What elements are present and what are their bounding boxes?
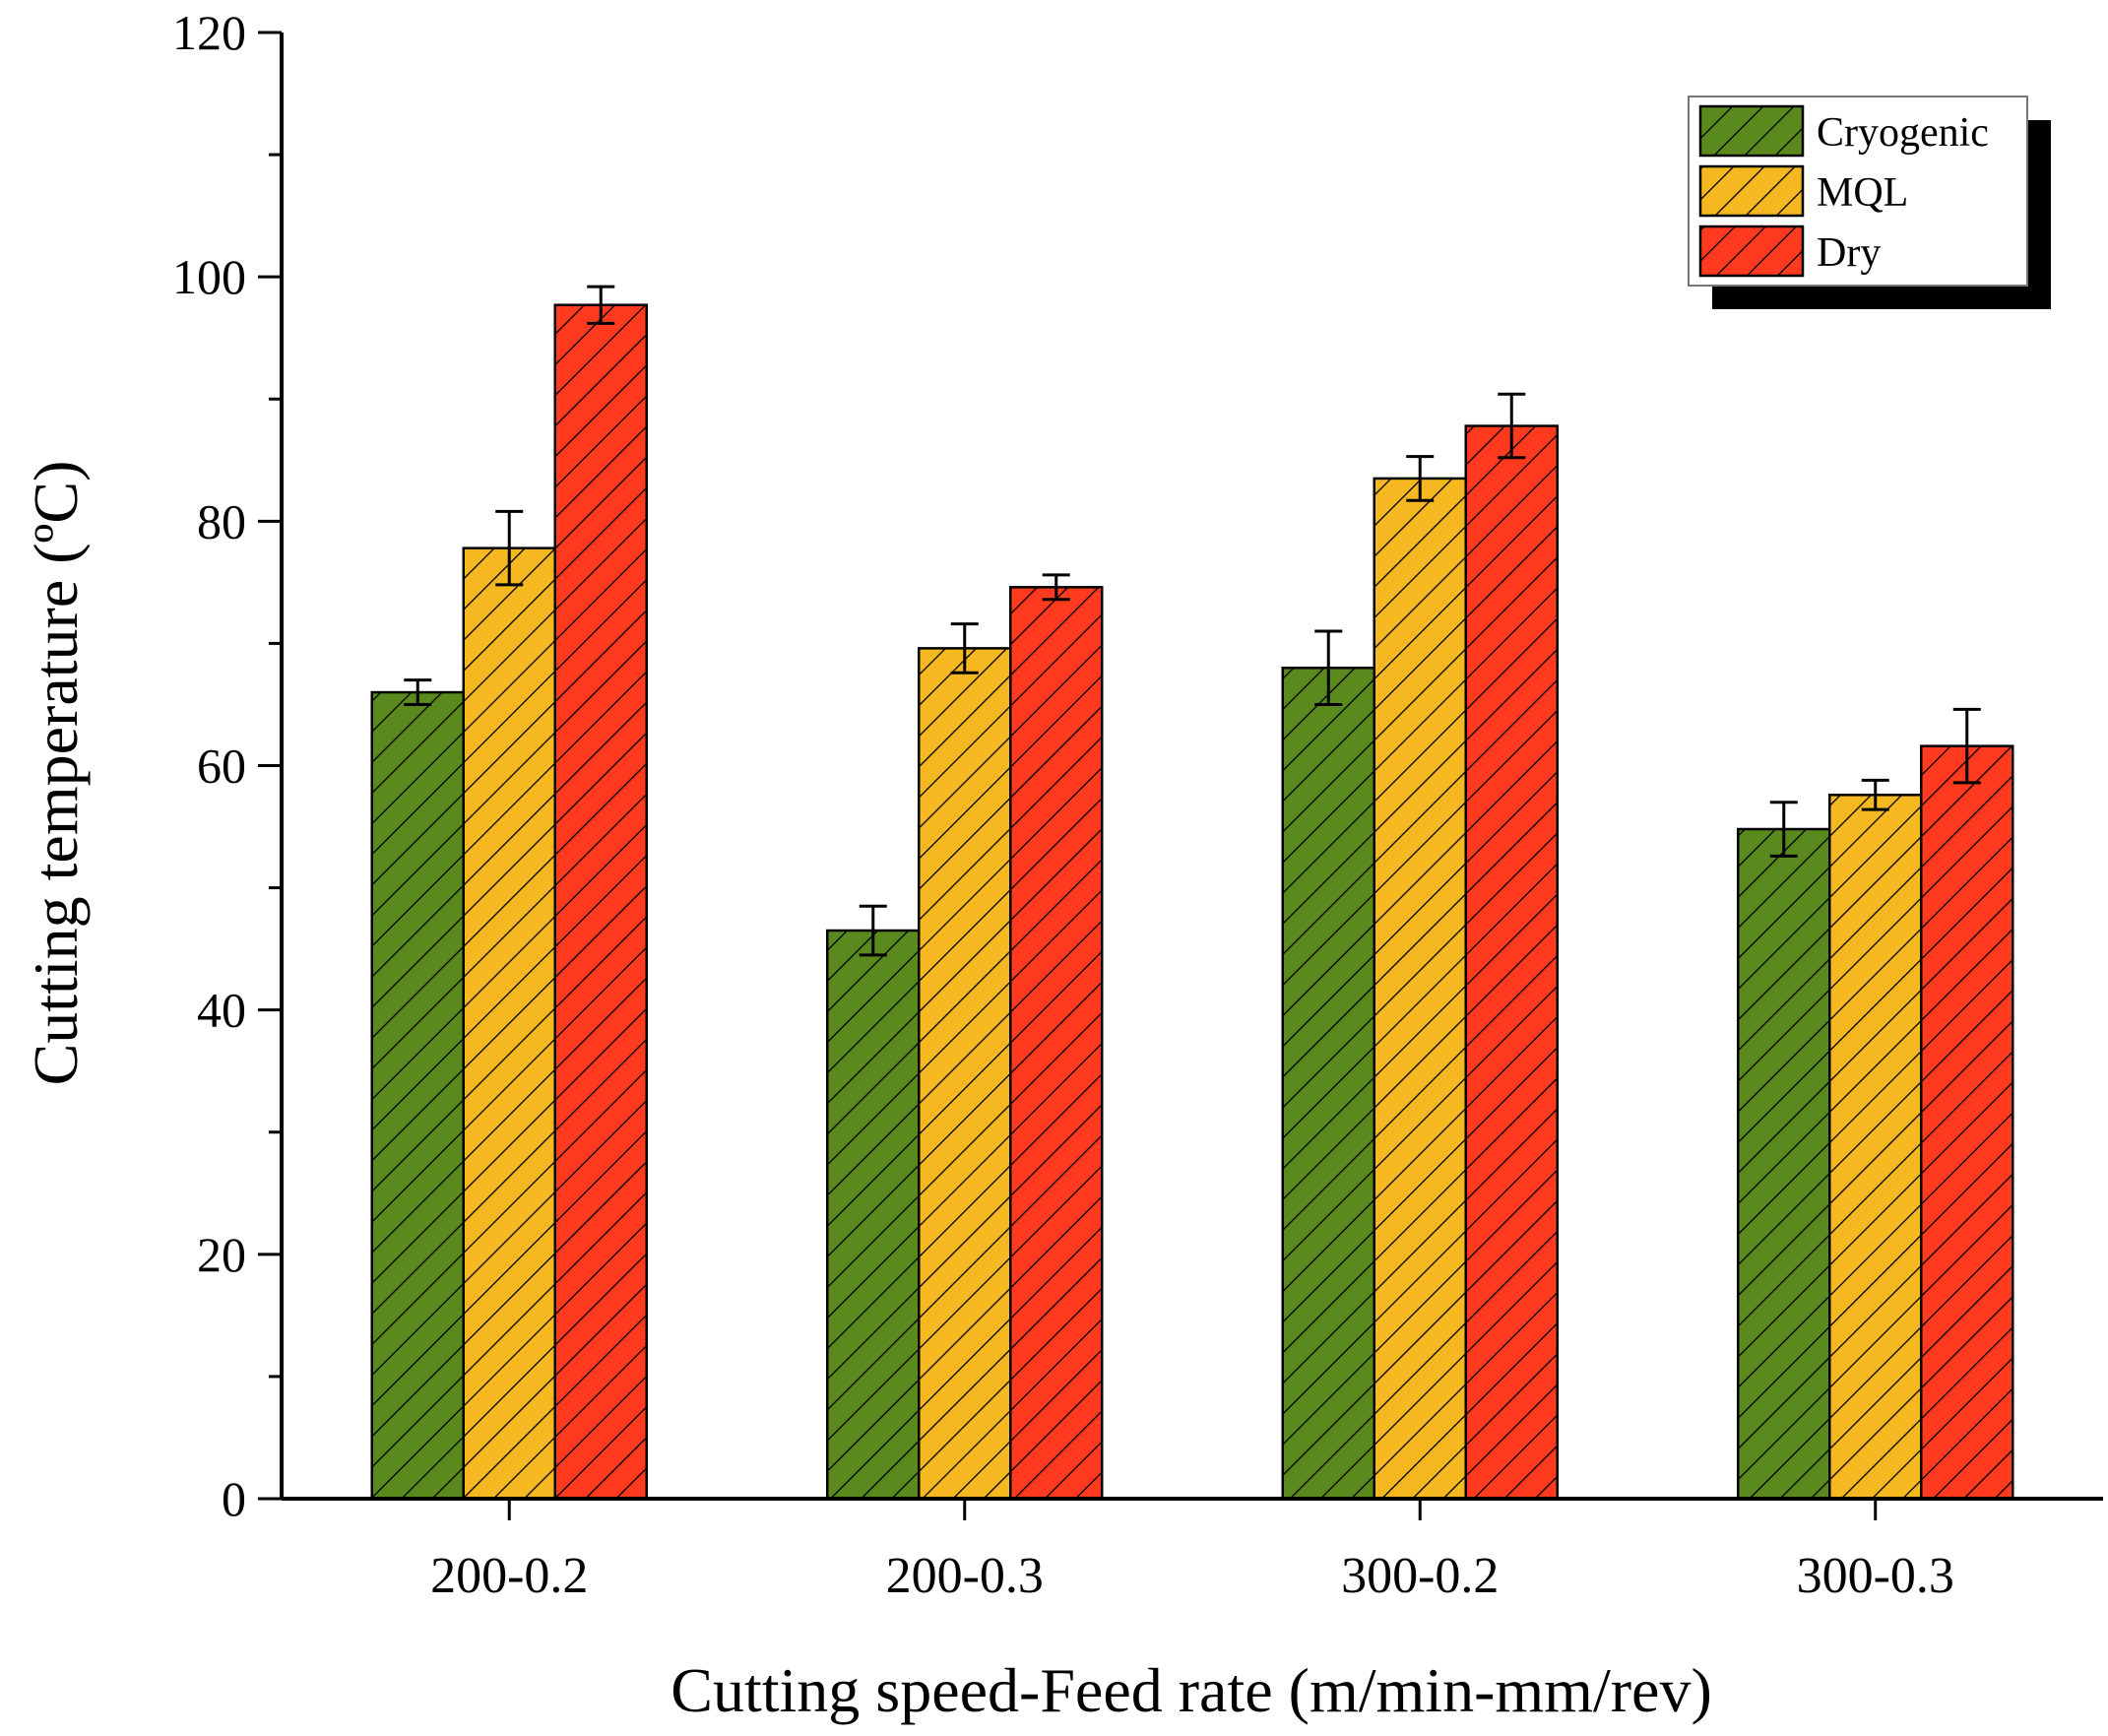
plot-area: 200-0.2 200-0.3 300-0.2 300-0.3 0 20 40 60 80 100… [172, 5, 2103, 1604]
y-tick-label: 20 [197, 1227, 246, 1282]
x-axis-title: Cutting speed-Feed rate (m/min-mm/rev) [671, 1655, 1712, 1725]
bar-hatch-dry-200-0.2 [553, 303, 648, 1501]
bar-hatch-dry-300-0.2 [1464, 424, 1559, 1501]
bar-hatch-dry-200-0.3 [1009, 586, 1104, 1501]
y-tick-label: 80 [197, 493, 246, 548]
bar-hatch-cryogenic-200-0.3 [826, 929, 921, 1501]
y-tick-label: 120 [172, 5, 246, 60]
bar-hatch-mql-300-0.3 [1828, 794, 1923, 1501]
y-tick-label: 40 [197, 983, 246, 1038]
x-tick-label: 200-0.2 [430, 1548, 588, 1604]
legend: Cryogenic MQL Dry [1688, 96, 2051, 309]
x-tick-label: 200-0.3 [886, 1548, 1044, 1604]
x-tick-label: 300-0.2 [1341, 1548, 1499, 1604]
bar-hatch-cryogenic-300-0.3 [1737, 827, 1831, 1501]
legend-label-cryogenic: Cryogenic [1817, 110, 1989, 156]
bar-hatch-mql-200-0.2 [462, 547, 556, 1501]
legend-swatch-hatch-dry [1698, 225, 1805, 278]
y-tick-label: 100 [172, 249, 246, 304]
legend-swatch-hatch-mql [1698, 164, 1805, 218]
y-tick-label: 60 [197, 739, 246, 794]
bar-hatch-mql-300-0.2 [1373, 477, 1467, 1501]
bar-hatch-dry-300-0.3 [1920, 744, 2014, 1501]
bar-hatch-mql-200-0.3 [918, 647, 1012, 1501]
legend-label-mql: MQL [1817, 170, 1908, 216]
legend-label-dry: Dry [1817, 230, 1881, 276]
y-axis-title: Cutting temperature (ºC) [21, 461, 91, 1086]
x-tick-label: 300-0.3 [1797, 1548, 1954, 1604]
y-tick-label: 0 [222, 1471, 246, 1526]
legend-swatch-hatch-cryogenic [1698, 104, 1805, 158]
bar-hatch-cryogenic-300-0.2 [1281, 666, 1375, 1501]
bar-hatch-cryogenic-200-0.2 [370, 690, 465, 1501]
